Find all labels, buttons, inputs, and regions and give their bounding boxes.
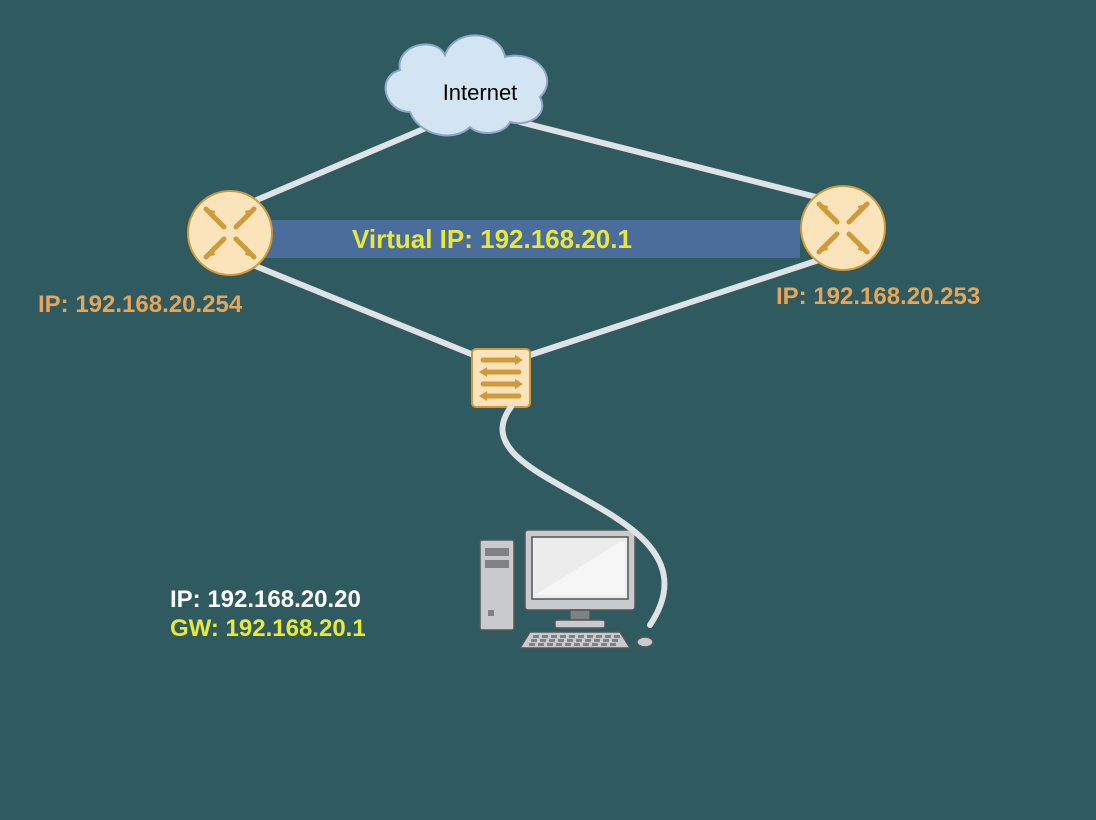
internet-cloud: Internet <box>386 35 548 135</box>
virtual-ip-label: Virtual IP: 192.168.20.1 <box>352 224 632 255</box>
switch-icon <box>472 349 530 407</box>
internet-label: Internet <box>443 80 518 105</box>
router-left-ip-label: IP: 192.168.20.254 <box>38 291 242 319</box>
network-diagram: Internet <box>0 0 1096 820</box>
router-left-icon <box>188 191 272 275</box>
pc-ip-label: IP: 192.168.20.20 <box>170 586 361 614</box>
router-right-ip-label: IP: 192.168.20.253 <box>776 283 980 311</box>
pc-gw-label: GW: 192.168.20.1 <box>170 615 366 643</box>
workstation-icon <box>480 530 653 648</box>
router-right-icon <box>801 186 885 270</box>
